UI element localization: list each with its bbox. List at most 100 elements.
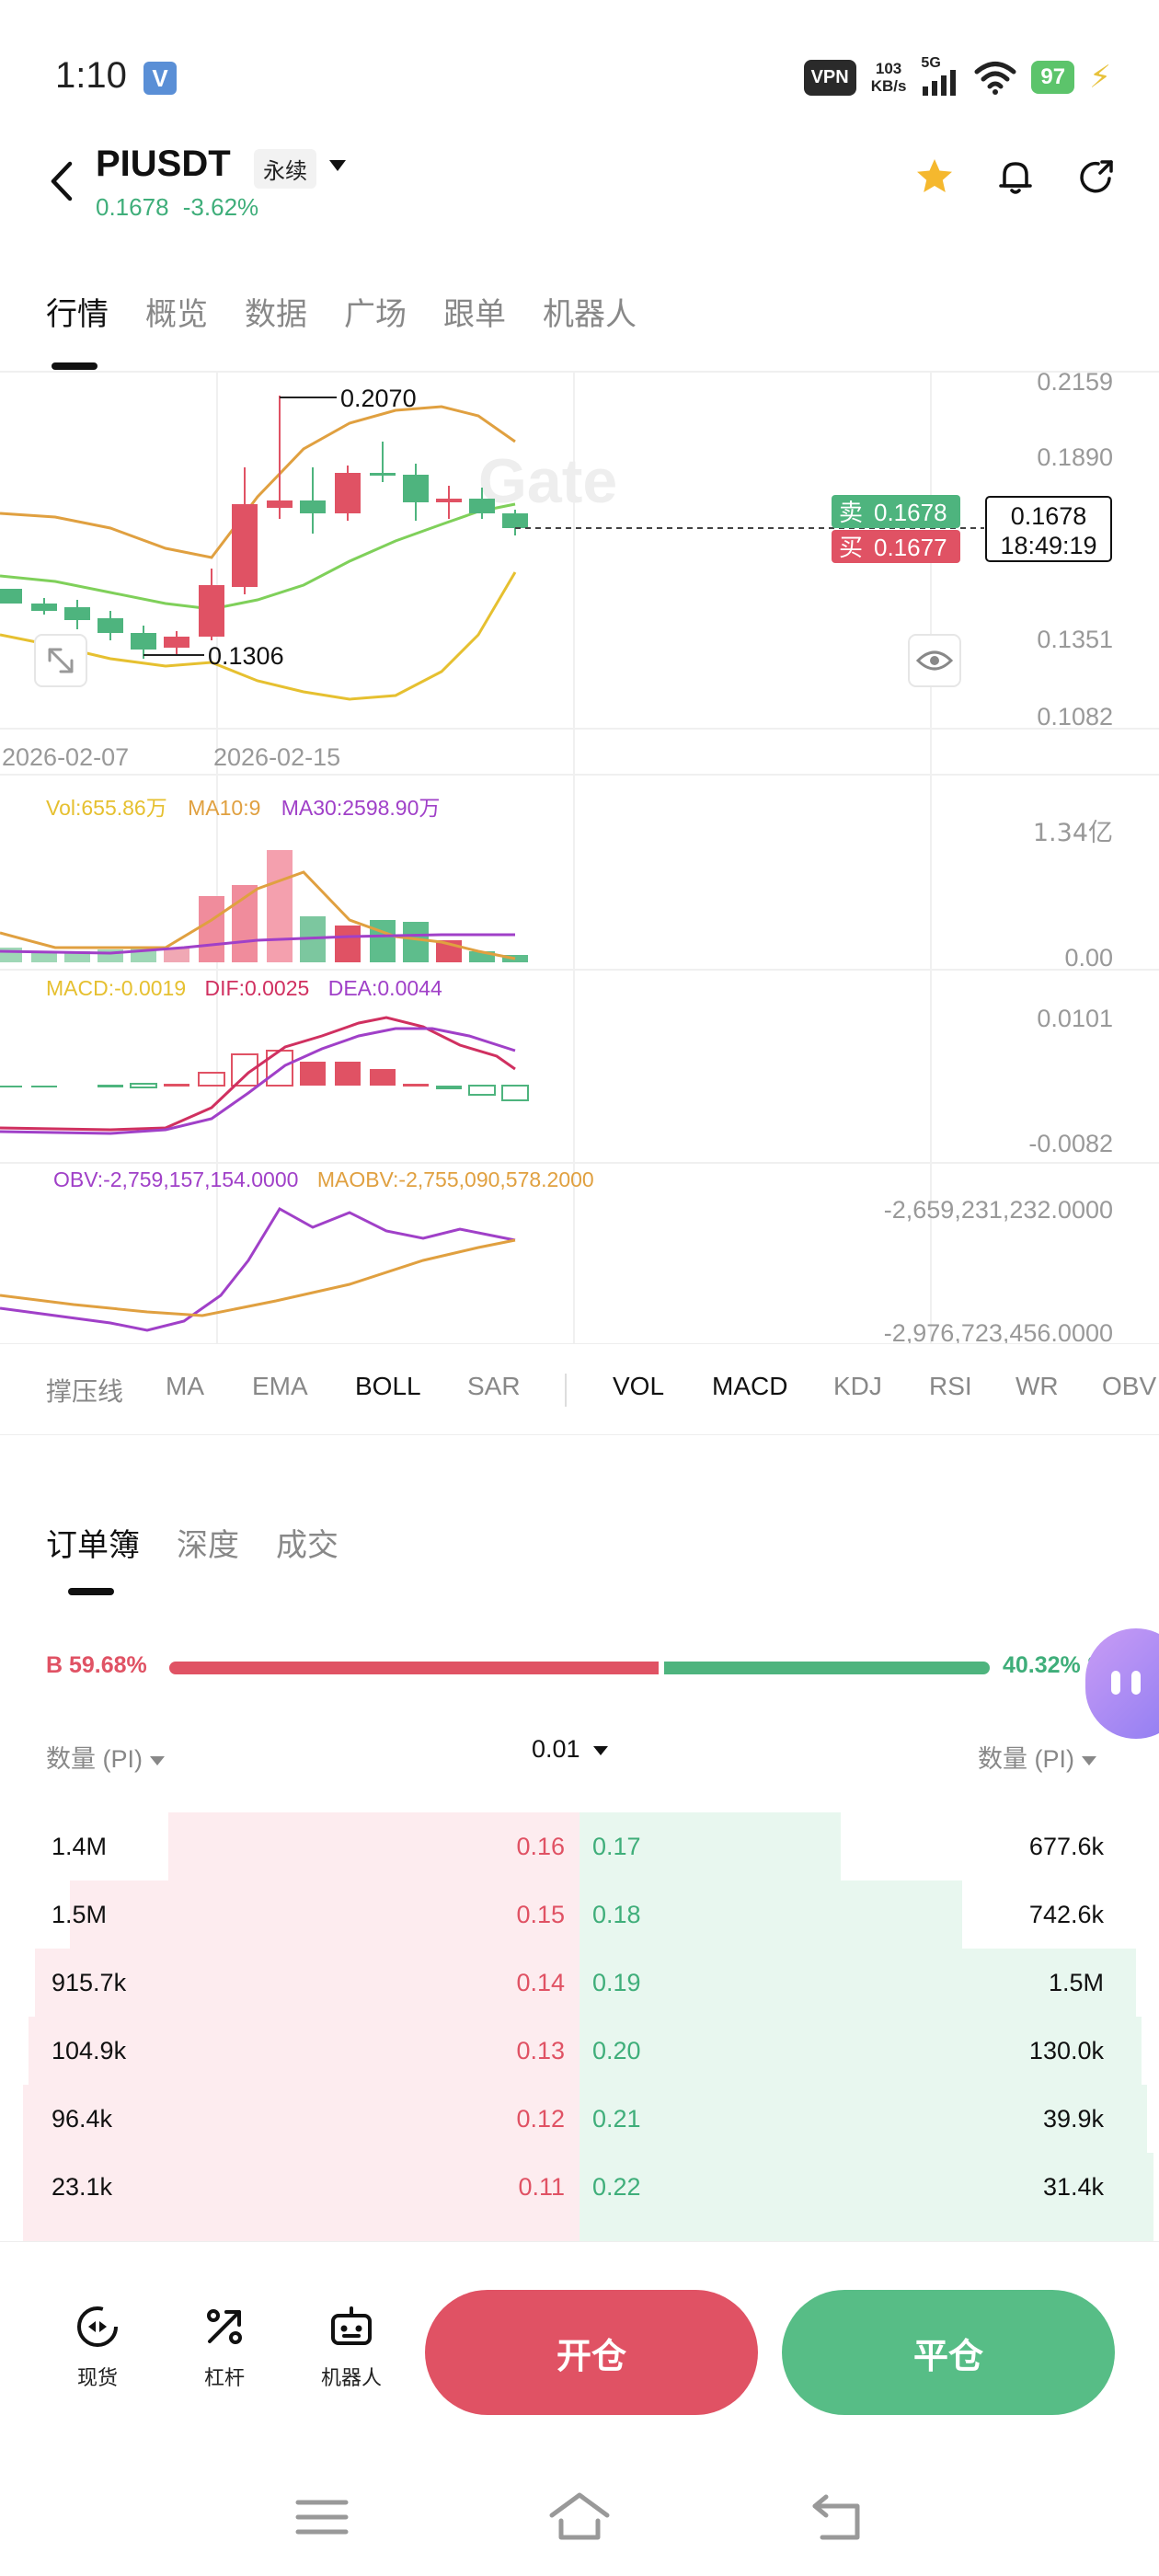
indicator-rsi[interactable]: RSI bbox=[929, 1372, 972, 1400]
price-axis-label: 0.2159 bbox=[1037, 368, 1113, 396]
indicator-boll[interactable]: BOLL bbox=[355, 1372, 421, 1400]
macd-bar bbox=[231, 1053, 258, 1087]
tab-depth[interactable]: 深度 bbox=[177, 1528, 239, 1563]
ask-qty-header[interactable]: 数量 (PI) bbox=[978, 1739, 1096, 1775]
share-icon[interactable] bbox=[1074, 155, 1119, 199]
candle-countdown: 18:49:19 bbox=[1000, 532, 1096, 559]
volume-bar bbox=[199, 896, 224, 962]
bottom-action-bar: 现货 杠杆 机器人 开仓 平仓 bbox=[0, 2241, 1159, 2462]
expand-chart-icon[interactable] bbox=[34, 634, 87, 687]
tab-orderbook[interactable]: 订单簿 bbox=[46, 1528, 140, 1563]
ask-depth-bar bbox=[580, 2085, 1147, 2153]
orderbook-row[interactable]: 915.7k 0.14 0.19 1.5M bbox=[0, 1949, 1159, 2017]
tab-trades[interactable]: 成交 bbox=[276, 1528, 339, 1563]
chevron-down-icon bbox=[150, 1755, 165, 1765]
ask-price: 0.20 bbox=[592, 2037, 641, 2064]
indicator-kdj[interactable]: KDJ bbox=[833, 1372, 882, 1400]
indicator-support-resistance[interactable]: 撑压线 bbox=[46, 1377, 124, 1406]
obv-axis-label: -2,976,723,456.0000 bbox=[884, 1319, 1113, 1343]
buy-ratio-fill bbox=[169, 1662, 660, 1674]
bid-quantity: 1.5M bbox=[52, 1901, 108, 1928]
price-axis-label: 0.1082 bbox=[1037, 703, 1113, 730]
bid-qty-header[interactable]: 数量 (PI) bbox=[46, 1739, 165, 1775]
buy-ratio: B 59.68% bbox=[46, 1652, 147, 1678]
symbol-title[interactable]: PIUSDT bbox=[96, 144, 231, 184]
tab-data[interactable]: 数据 bbox=[245, 297, 307, 332]
favorite-star-icon[interactable] bbox=[912, 155, 957, 199]
buy-sell-ratio-bar bbox=[169, 1662, 990, 1674]
indicator-ema[interactable]: EMA bbox=[252, 1372, 308, 1400]
open-position-button[interactable]: 开仓 bbox=[425, 2290, 758, 2415]
bot-button[interactable]: 机器人 bbox=[305, 2299, 397, 2391]
indicator-macd[interactable]: MACD bbox=[712, 1372, 788, 1400]
bell-icon[interactable] bbox=[993, 155, 1038, 199]
vol-ma10-line bbox=[0, 870, 516, 960]
network-type: 5G bbox=[921, 55, 941, 71]
orderbook-row[interactable]: 1.5M 0.15 0.18 742.6k bbox=[0, 1880, 1159, 1949]
assistant-bubble-icon[interactable] bbox=[1085, 1628, 1159, 1739]
ask-quantity: 742.6k bbox=[1028, 1901, 1104, 1928]
tab-square[interactable]: 广场 bbox=[344, 297, 407, 332]
orderbook-row[interactable]: 1.4M 0.16 0.17 677.6k bbox=[0, 1812, 1159, 1880]
signal-icon: 5G bbox=[921, 55, 959, 96]
volume-bar bbox=[0, 948, 22, 962]
obv-axis-label: -2,659,231,232.0000 bbox=[884, 1196, 1113, 1224]
menu-icon[interactable] bbox=[289, 2484, 355, 2550]
obv-legend: OBV:-2,759,157,154.0000 MAOBV:-2,755,090… bbox=[53, 1167, 594, 1191]
indicator-bar: 撑压线 MA EMA BOLL SAR VOL MACD KDJ RSI WR … bbox=[0, 1343, 1159, 1435]
orderbook-tab-indicator bbox=[68, 1588, 114, 1595]
tab-bot[interactable]: 机器人 bbox=[543, 297, 637, 332]
tab-market[interactable]: 行情 bbox=[46, 297, 109, 332]
orderbook-row[interactable] bbox=[0, 2221, 1159, 2241]
macd-bar bbox=[403, 1084, 429, 1087]
back-arrow-icon[interactable] bbox=[44, 158, 81, 204]
maobv-line bbox=[0, 1238, 516, 1317]
indicator-obv[interactable]: OBV bbox=[1102, 1372, 1157, 1400]
indicator-sar[interactable]: SAR bbox=[467, 1372, 521, 1400]
bid-quantity: 23.1k bbox=[52, 2173, 113, 2201]
macd-axis-label: -0.0082 bbox=[1028, 1130, 1113, 1157]
bid-quantity: 96.4k bbox=[52, 2105, 113, 2133]
tab-overview[interactable]: 概览 bbox=[145, 297, 208, 332]
candle bbox=[98, 618, 123, 633]
chart-watermark: Gate bbox=[478, 446, 617, 516]
status-right: VPN 103 KB/s 5G 97 ⚡ bbox=[803, 55, 1111, 98]
back-nav-icon[interactable] bbox=[806, 2484, 872, 2550]
candles bbox=[0, 396, 528, 659]
macd-histogram bbox=[0, 1050, 529, 1101]
candle bbox=[436, 499, 462, 502]
orderbook-row[interactable]: 96.4k 0.12 0.21 39.9k bbox=[0, 2085, 1159, 2153]
orderbook-row[interactable]: 23.1k 0.11 0.22 31.4k bbox=[0, 2153, 1159, 2221]
bid-quantity: 104.9k bbox=[52, 2037, 127, 2064]
eye-icon[interactable] bbox=[908, 634, 961, 687]
ask-depth-bar bbox=[580, 2221, 1153, 2241]
macd-bar bbox=[130, 1083, 157, 1088]
indicator-vol[interactable]: VOL bbox=[613, 1372, 665, 1400]
contract-type-badge[interactable]: 永续 bbox=[254, 149, 316, 189]
bid-depth-bar bbox=[23, 2221, 580, 2241]
candle bbox=[164, 637, 189, 648]
leverage-button[interactable]: 杠杆 bbox=[178, 2299, 270, 2391]
spot-button[interactable]: 现货 bbox=[52, 2299, 143, 2391]
orderbook-row[interactable]: 104.9k 0.13 0.20 130.0k bbox=[0, 2017, 1159, 2085]
current-price-value: 0.1678 bbox=[1011, 502, 1087, 530]
volume-bars bbox=[0, 850, 528, 962]
close-position-button[interactable]: 平仓 bbox=[782, 2290, 1115, 2415]
precision-select[interactable]: 0.01 bbox=[532, 1735, 608, 1764]
ask-depth-bar bbox=[580, 1812, 841, 1880]
indicator-ma[interactable]: MA bbox=[166, 1372, 204, 1400]
ask-qty-header-label: 数量 (PI) bbox=[978, 1745, 1074, 1773]
indicator-wr[interactable]: WR bbox=[1016, 1372, 1059, 1400]
boll-middle-line bbox=[0, 502, 516, 611]
macd-axis-label: 0.0101 bbox=[1037, 1005, 1113, 1032]
vol-axis-label: 0.00 bbox=[1064, 944, 1113, 972]
tab-copy-trade[interactable]: 跟单 bbox=[443, 297, 506, 332]
price-chart[interactable]: Gate 0.2070 bbox=[0, 368, 1159, 1343]
buy-price: 0.1677 bbox=[874, 534, 947, 561]
symbol-dropdown-icon[interactable] bbox=[329, 160, 346, 171]
candle bbox=[267, 500, 293, 508]
macd-legend: MACD:-0.0019 DIF:0.0025 DEA:0.0044 bbox=[46, 976, 442, 1000]
bid-depth-bar bbox=[35, 1949, 580, 2017]
home-icon[interactable] bbox=[546, 2484, 613, 2550]
price-change: 0.1678 -3.62% bbox=[96, 193, 258, 222]
